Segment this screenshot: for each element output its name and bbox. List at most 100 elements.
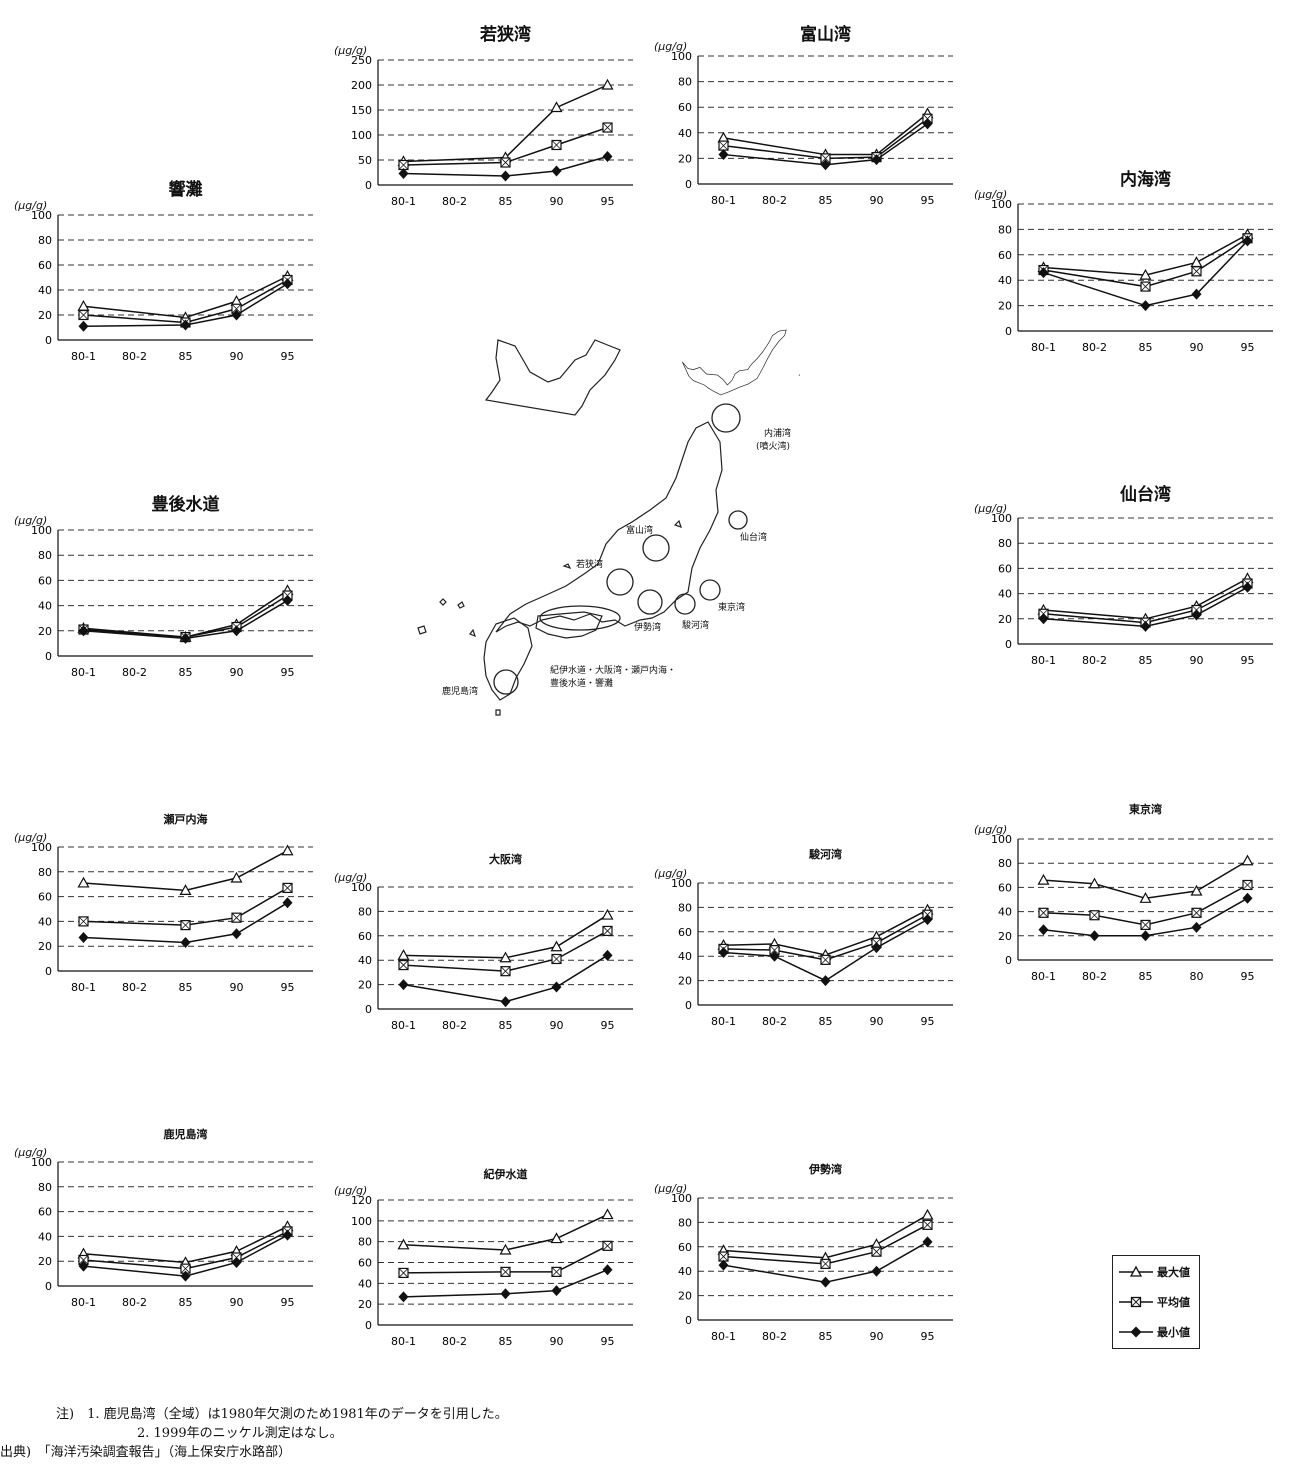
x-tick-label: 90 <box>1190 654 1204 667</box>
y-tick-label: 120 <box>351 1194 372 1207</box>
x-tick-label: 85 <box>499 195 513 208</box>
y-tick-label: 80 <box>38 1181 52 1194</box>
x-tick-label: 90 <box>870 1015 884 1028</box>
y-tick-label: 40 <box>678 127 692 140</box>
x-tick-label: 80-1 <box>71 666 96 679</box>
series-min <box>398 949 613 1008</box>
chart-plot: 0 20 40 60 80 100 80-1 80-2 85 90 95 <box>31 841 313 994</box>
series-line <box>1043 577 1248 620</box>
y-unit-label: (μg/g) <box>654 867 688 880</box>
y-tick-label: 80 <box>998 537 1012 550</box>
series-min <box>78 1229 293 1282</box>
map-label-kagoshima: 鹿児島湾 <box>442 687 479 697</box>
data-point <box>551 981 562 993</box>
x-tick-label: 95 <box>921 1330 935 1343</box>
legend-marker-max <box>1119 1265 1153 1277</box>
x-tick-label: 80-1 <box>1031 970 1056 983</box>
series-max <box>397 908 614 963</box>
data-point <box>500 1288 511 1300</box>
data-point <box>921 1208 934 1220</box>
y-tick-label: 0 <box>45 650 52 663</box>
note-2: 2. 1999年のニッケル測定はなし。 <box>137 1426 343 1441</box>
chart-plot: 0 20 40 60 80 100 120 80-1 80-2 85 90 95 <box>351 1194 633 1348</box>
data-point <box>397 1238 410 1250</box>
chart-toyama: 富山湾 (μg/g) 0 20 40 60 80 100 80-1 80-2 85 90 95 <box>640 20 960 220</box>
data-point <box>1038 267 1049 279</box>
data-point <box>78 309 89 321</box>
y-tick-label: 80 <box>38 234 52 247</box>
chart-title: 富山湾 <box>800 25 851 45</box>
y-tick-label: 20 <box>678 1290 692 1303</box>
series-mean <box>398 122 613 171</box>
series-mean <box>398 1240 613 1279</box>
data-point <box>551 165 562 177</box>
chart-plot: 0 20 40 60 80 100 80-1 80-2 85 90 95 <box>991 512 1273 667</box>
data-point <box>602 151 613 162</box>
chart-title: 響灘 <box>168 180 203 200</box>
y-tick-label: 20 <box>998 613 1012 626</box>
y-tick-label: 40 <box>998 906 1012 919</box>
x-tick-label: 80-2 <box>1082 970 1107 983</box>
series-line <box>723 123 928 166</box>
chart-suruga: 駿河湾 (μg/g) 0 20 40 60 80 100 80-1 80-2 85 90 95 <box>640 840 960 1040</box>
y-tick-label: 80 <box>998 223 1012 236</box>
x-tick-label: 95 <box>281 350 295 363</box>
data-point <box>922 914 933 926</box>
y-tick-label: 100 <box>671 877 692 890</box>
y-tick-label: 80 <box>998 857 1012 870</box>
x-tick-label: 85 <box>179 981 193 994</box>
y-tick-label: 100 <box>991 833 1012 846</box>
data-point <box>179 884 192 896</box>
data-point <box>180 936 191 948</box>
series-mean <box>1038 879 1253 931</box>
chart-plot: 0 20 40 60 80 100 80-1 80-2 85 90 95 <box>31 1156 313 1309</box>
data-point <box>602 1240 613 1251</box>
series-line <box>83 283 288 327</box>
x-tick-label: 80-2 <box>1082 654 1107 667</box>
legend-item-max: 最大値 <box>1119 1262 1199 1282</box>
y-tick-label: 100 <box>351 129 372 142</box>
y-unit-label: (μg/g) <box>14 514 48 527</box>
japan-map: 内浦湾 (噴火湾) 仙台湾 富山湾 若狭湾 東京湾 伊勢湾 駿河湾 紀伊水道・大… <box>400 320 800 720</box>
chart-plot: 0 50 100 150 200 250 80-1 80-2 85 90 95 <box>351 54 633 208</box>
y-tick-label: 40 <box>38 1230 52 1243</box>
data-point <box>1038 907 1049 918</box>
x-tick-label: 80-2 <box>762 1015 787 1028</box>
data-point <box>820 1276 831 1288</box>
data-point <box>1088 877 1101 889</box>
data-point <box>871 154 882 166</box>
x-tick-label: 85 <box>819 194 833 207</box>
y-unit-label: (μg/g) <box>14 1146 48 1159</box>
series-line <box>403 126 608 166</box>
x-tick-label: 95 <box>1241 341 1255 354</box>
chart-title: 紀伊水道 <box>483 1168 528 1181</box>
data-point <box>551 953 562 965</box>
y-tick-label: 80 <box>678 76 692 89</box>
data-point <box>500 1266 511 1277</box>
x-tick-label: 85 <box>179 1296 193 1309</box>
data-point <box>820 975 831 987</box>
y-tick-label: 20 <box>358 979 372 992</box>
x-tick-label: 80-1 <box>391 1019 416 1032</box>
data-point <box>78 1260 89 1272</box>
x-tick-label: 90 <box>230 981 244 994</box>
x-tick-label: 80-1 <box>71 350 96 363</box>
series-min <box>398 1264 613 1303</box>
y-tick-label: 0 <box>45 965 52 978</box>
series-line <box>723 118 928 160</box>
y-tick-label: 20 <box>678 152 692 165</box>
x-tick-label: 95 <box>1241 970 1255 983</box>
data-point <box>820 954 831 965</box>
map-label-toyama: 富山湾 <box>626 526 654 536</box>
y-tick-label: 150 <box>351 104 372 117</box>
series-line <box>723 1214 928 1259</box>
data-point <box>601 1208 614 1220</box>
data-point <box>550 101 563 113</box>
data-point <box>180 920 191 931</box>
x-tick-label: 80-2 <box>122 1296 147 1309</box>
x-tick-label: 90 <box>870 1330 884 1343</box>
data-point <box>78 932 89 944</box>
y-tick-label: 40 <box>998 274 1012 287</box>
y-tick-label: 0 <box>685 178 692 191</box>
data-point <box>871 1265 882 1277</box>
